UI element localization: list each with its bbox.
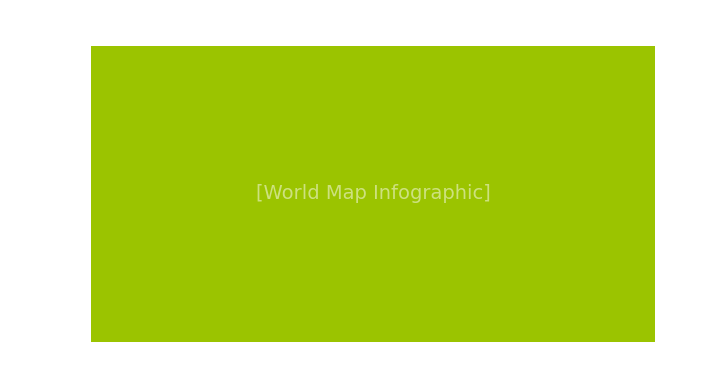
FancyBboxPatch shape — [91, 46, 655, 342]
Text: [World Map Infographic]: [World Map Infographic] — [256, 184, 491, 204]
